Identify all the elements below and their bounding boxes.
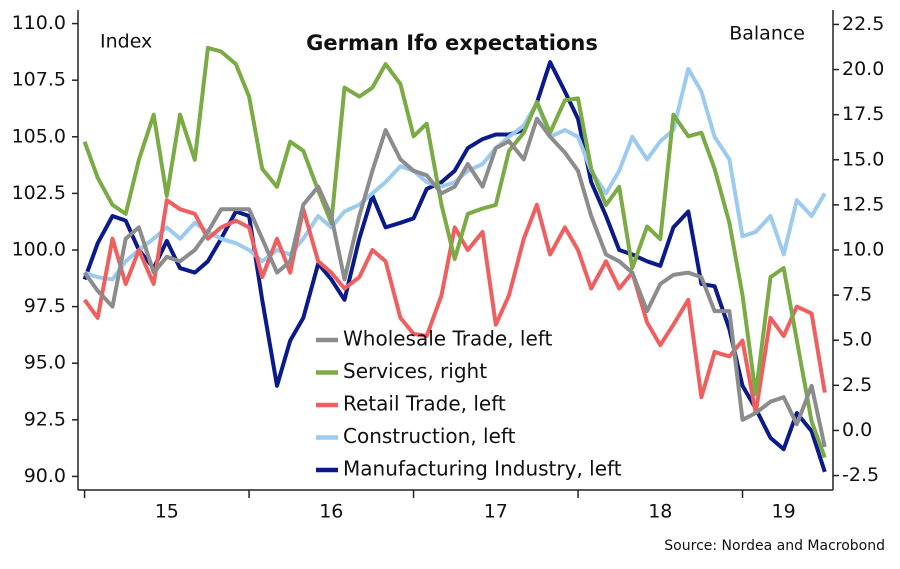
y-tick-label: 95.0 bbox=[24, 352, 66, 374]
y-tick-label: 105.0 bbox=[12, 125, 66, 147]
y-tick-label: 90.0 bbox=[24, 465, 66, 487]
y2-tick-label: 7.5 bbox=[842, 284, 872, 306]
y2-tick-label: 15.0 bbox=[842, 148, 884, 170]
legend-label: Wholesale Trade, left bbox=[343, 327, 552, 351]
y2-tick-label: 0.0 bbox=[842, 419, 872, 441]
series-line bbox=[82, 198, 827, 415]
y-axis-label: Index bbox=[100, 31, 152, 53]
series-line bbox=[82, 116, 827, 448]
y-tick-label: 97.5 bbox=[24, 295, 66, 317]
source-note: Source: Nordea and Macrobond bbox=[664, 538, 885, 554]
y-tick-label: 92.5 bbox=[24, 408, 66, 430]
y-tick-label: 110.0 bbox=[12, 12, 66, 34]
y2-tick-label: 5.0 bbox=[842, 329, 872, 351]
y2-tick-label: -2.5 bbox=[842, 464, 879, 486]
legend-label: Manufacturing Industry, left bbox=[343, 457, 622, 481]
chart-title: German Ifo expectations bbox=[306, 31, 598, 55]
x-tick-label: 17 bbox=[484, 501, 508, 523]
series-line bbox=[82, 60, 827, 473]
x-tick-label: 18 bbox=[648, 501, 672, 523]
y2-tick-label: 22.5 bbox=[842, 13, 884, 35]
y-tick-label: 100.0 bbox=[12, 239, 66, 261]
y-tick-label: 102.5 bbox=[12, 182, 66, 204]
series-line bbox=[82, 45, 827, 459]
y2-tick-label: 17.5 bbox=[842, 103, 884, 125]
legend-label: Retail Trade, left bbox=[343, 392, 506, 416]
x-tick-label: 19 bbox=[772, 501, 796, 523]
x-tick-label: 15 bbox=[155, 501, 179, 523]
y2-tick-label: 20.0 bbox=[842, 58, 884, 80]
legend-label: Services, right bbox=[343, 359, 487, 383]
y2-tick-label: 2.5 bbox=[842, 374, 872, 396]
legend-label: Construction, left bbox=[343, 424, 516, 448]
y-tick-label: 107.5 bbox=[12, 69, 66, 91]
y2-axis-label: Balance bbox=[729, 23, 805, 45]
x-tick-label: 16 bbox=[319, 501, 343, 523]
y2-tick-label: 12.5 bbox=[842, 193, 884, 215]
y2-tick-label: 10.0 bbox=[842, 239, 884, 261]
